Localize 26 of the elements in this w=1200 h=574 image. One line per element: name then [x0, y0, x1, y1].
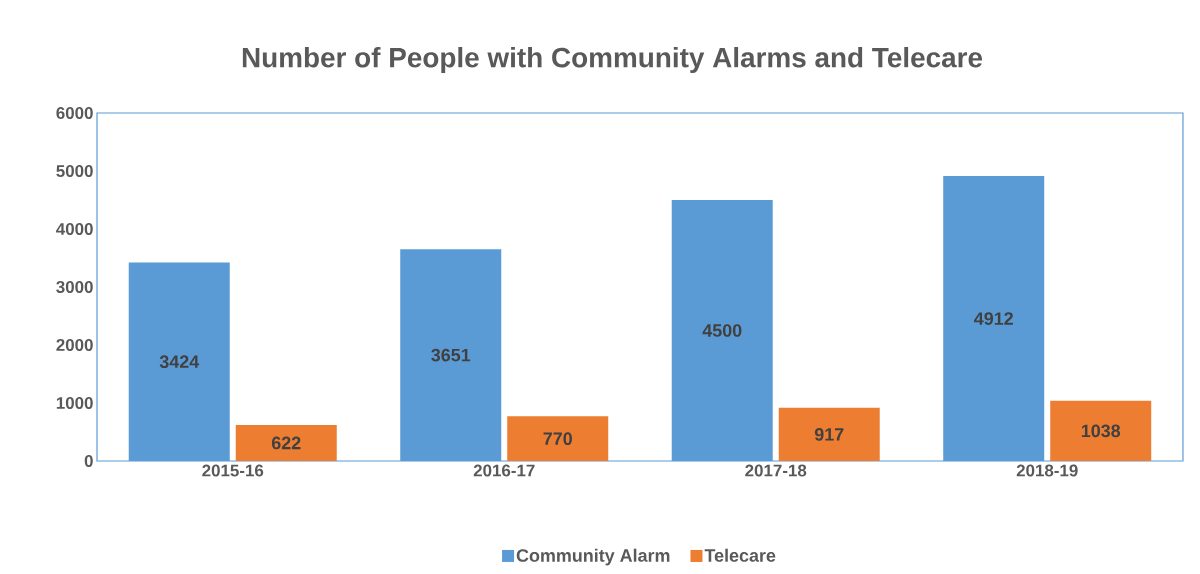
- data-label: 622: [271, 436, 301, 450]
- y-tick-label: 1000: [56, 397, 93, 409]
- data-label: 770: [543, 432, 572, 446]
- bar: [507, 416, 609, 461]
- bar: [1050, 400, 1152, 461]
- data-label: 4912: [974, 312, 1013, 325]
- data-label: 3424: [159, 355, 200, 369]
- legend-label: Telecare: [704, 548, 776, 562]
- y-tick-label: 6000: [56, 107, 93, 119]
- legend-label: Community Alarm: [516, 548, 670, 566]
- y-tick-label: 3000: [56, 280, 93, 294]
- x-tick-label: 2018-19: [1016, 464, 1078, 477]
- y-tick-label: 5000: [56, 165, 93, 177]
- data-label: 3651: [431, 348, 471, 362]
- bar: [778, 407, 880, 461]
- data-label: 1038: [1081, 424, 1121, 438]
- y-tick-label: 4000: [56, 223, 93, 235]
- data-label: 917: [814, 428, 844, 441]
- y-tick-label: 0: [84, 455, 93, 467]
- bar: [235, 424, 337, 461]
- x-tick-label: 2016-17: [473, 464, 535, 477]
- y-tick-label: 2000: [56, 339, 93, 351]
- x-tick-label: 2017-18: [745, 464, 807, 477]
- data-label: 4500: [702, 324, 742, 337]
- chart-title: Number of People with Community Alarms and Telecare: [242, 47, 983, 73]
- x-tick-label: 2015-16: [202, 464, 264, 477]
